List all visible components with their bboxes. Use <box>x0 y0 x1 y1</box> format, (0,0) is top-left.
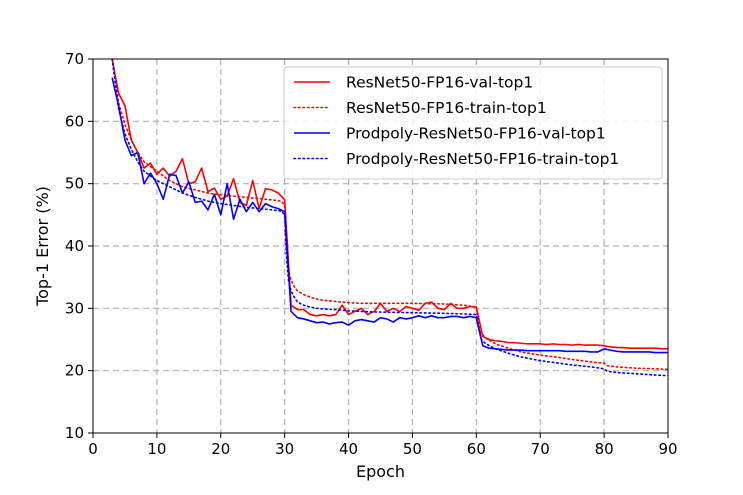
y-tick-label: 20 <box>65 362 84 380</box>
x-tick-label: 30 <box>275 440 294 458</box>
x-tick-label: 60 <box>467 440 486 458</box>
y-tick-label: 70 <box>65 50 84 68</box>
x-tick-label: 50 <box>403 440 422 458</box>
plot-series <box>111 59 668 377</box>
series-line-4 <box>111 59 668 377</box>
x-tick-label: 10 <box>147 440 166 458</box>
y-tick-label: 60 <box>65 112 84 130</box>
legend-label: Prodpoly-ResNet50-FP16-train-top1 <box>346 150 619 168</box>
x-axis-title: Epoch <box>356 462 405 481</box>
legend-box <box>283 66 663 180</box>
x-tick-label: 70 <box>531 440 550 458</box>
series-line-3 <box>111 77 668 354</box>
x-tick-label: 40 <box>339 440 358 458</box>
series-line-2 <box>111 59 668 371</box>
y-tick-label: 50 <box>65 175 84 193</box>
x-tick-label: 20 <box>211 440 230 458</box>
y-tick-label: 40 <box>65 237 84 255</box>
legend-label: ResNet50-FP16-train-top1 <box>346 99 547 117</box>
legend: ResNet50-FP16-val-top1 ResNet50-FP16-trai… <box>283 66 663 180</box>
legend-label: ResNet50-FP16-val-top1 <box>346 74 533 92</box>
y-tick-label: 30 <box>65 299 84 317</box>
x-tick-label: 80 <box>595 440 614 458</box>
series-line-1 <box>111 59 668 350</box>
y-axis-title: Top-1 Error (%) <box>33 186 52 307</box>
legend-label: Prodpoly-ResNet50-FP16-val-top1 <box>346 125 606 143</box>
x-tick-label: 0 <box>88 440 98 458</box>
y-tick-label: 10 <box>65 424 84 442</box>
x-tick-label: 90 <box>658 440 677 458</box>
